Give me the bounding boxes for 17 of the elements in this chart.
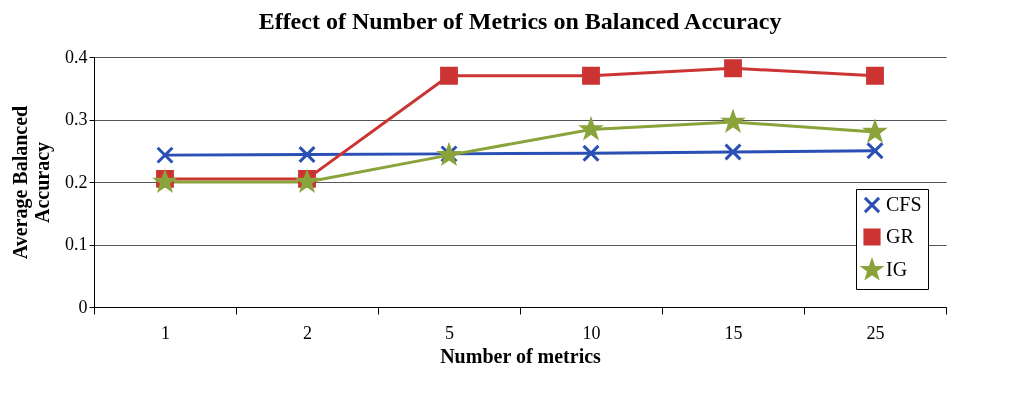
x-axis-title: Number of metrics — [440, 344, 602, 367]
y-tick-label: 0.2 — [65, 171, 88, 192]
y-tick-label: 0 — [78, 296, 88, 317]
chart-title: Effect of Number of Metrics on Balanced Accuracy — [258, 8, 782, 34]
legend-label: GR — [886, 225, 915, 247]
y-axis-title: Average Balanced Accuracy — [9, 105, 54, 260]
x-tick-label: 25 — [866, 322, 885, 343]
y-tick-label: 0.1 — [65, 234, 88, 254]
legend-label: IG — [886, 258, 908, 280]
legend-label: CFS — [886, 193, 922, 215]
x-tick-label: 15 — [724, 322, 743, 343]
y-tick-label: 0.4 — [65, 46, 88, 67]
x-tick-label: 5 — [445, 322, 454, 343]
x-tick-label: 2 — [303, 322, 312, 343]
x-tick-label: 10 — [582, 322, 601, 343]
y-tick-label: 0.3 — [65, 109, 88, 129]
x-tick-label: 1 — [161, 322, 170, 343]
